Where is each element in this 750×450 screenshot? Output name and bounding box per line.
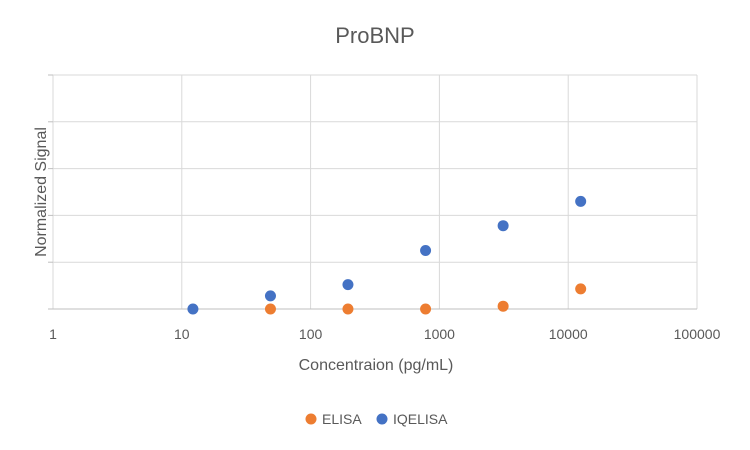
- data-points: [187, 195, 587, 315]
- data-point: [187, 303, 199, 315]
- x-axis-label: Concentraion (pg/mL): [299, 357, 454, 374]
- x-tick-label: 10000: [549, 326, 588, 342]
- series-elisa: [264, 283, 587, 315]
- legend-marker: [376, 413, 388, 425]
- x-tick-label: 100: [299, 326, 323, 342]
- x-tick-labels: 1 10 100 1000 10000 100000: [49, 326, 720, 342]
- y-axis-label: Normalized Signal: [33, 127, 50, 257]
- data-point: [264, 290, 276, 302]
- data-point: [264, 303, 276, 315]
- data-point: [420, 245, 432, 256]
- x-tick-label: 1000: [424, 326, 455, 342]
- x-tick-label: 10: [174, 326, 190, 342]
- data-point: [575, 283, 587, 295]
- data-point: [575, 195, 587, 207]
- data-point: [342, 303, 354, 315]
- data-point: [420, 303, 432, 315]
- x-tick-label: 100000: [674, 326, 721, 342]
- data-point: [342, 279, 354, 291]
- data-point: [497, 300, 509, 312]
- legend-marker: [305, 413, 317, 425]
- axes: [48, 74, 697, 310]
- legend: ELISA IQELISA: [305, 411, 448, 427]
- series-iqelisa: [187, 195, 587, 315]
- legend-label: IQELISA: [393, 411, 448, 427]
- data-point: [497, 220, 509, 232]
- x-tick-label: 1: [49, 326, 57, 342]
- legend-label: ELISA: [322, 411, 362, 427]
- grid: [52, 74, 698, 310]
- chart-title: ProBNP: [335, 23, 414, 48]
